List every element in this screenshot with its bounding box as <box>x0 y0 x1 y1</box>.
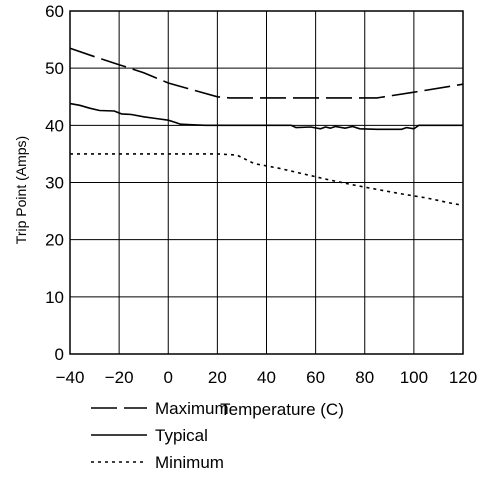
legend-item-typical: Typical <box>91 426 208 445</box>
series-line-maximum <box>69 47 464 99</box>
legend-label: Minimum <box>155 453 224 472</box>
x-axis-title: Temperature (C) <box>220 400 344 419</box>
legend-item-minimum: Minimum <box>91 453 224 472</box>
y-tick-label: 60 <box>45 2 64 21</box>
x-tick-label: 60 <box>306 368 325 387</box>
x-tick-label: 120 <box>449 368 477 387</box>
legend-item-maximum: Maximum <box>91 399 229 418</box>
y-tick-label: 30 <box>45 174 64 193</box>
legend: Maximum Typical Minimum <box>91 399 229 472</box>
y-axis-title: Trip Point (Amps) <box>13 136 29 244</box>
series-lines <box>69 47 464 207</box>
x-tick-labels: −40 −20 0 20 40 60 80 100 120 <box>56 368 478 387</box>
x-tick-label: 0 <box>164 368 173 387</box>
y-tick-label: 10 <box>45 288 64 307</box>
legend-label: Typical <box>155 426 208 445</box>
x-tick-label: −40 <box>56 368 85 387</box>
y-tick-label: 0 <box>55 345 64 364</box>
y-tick-label: 20 <box>45 231 64 250</box>
y-tick-label: 50 <box>45 59 64 78</box>
y-tick-label: 40 <box>45 116 64 135</box>
x-tick-label: 40 <box>257 368 276 387</box>
plot-frame <box>69 10 464 355</box>
x-tick-label: 100 <box>400 368 428 387</box>
series-line-typical <box>69 102 463 131</box>
x-tick-label: 20 <box>208 368 227 387</box>
grid <box>70 11 463 354</box>
legend-label: Maximum <box>155 399 229 418</box>
x-tick-label: −20 <box>105 368 134 387</box>
x-tick-label: 80 <box>355 368 374 387</box>
series-line-minimum <box>70 153 464 207</box>
y-tick-labels: 0 10 20 30 40 50 60 <box>45 2 64 364</box>
